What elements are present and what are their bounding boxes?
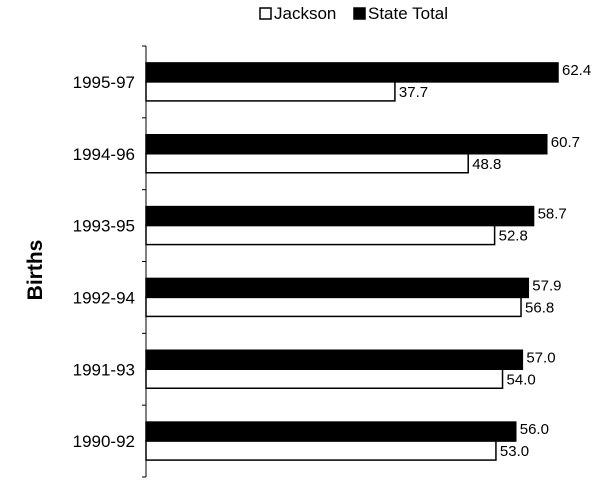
bar-state-total <box>145 134 548 155</box>
data-label-jackson: 54.0 <box>507 371 536 388</box>
bar-state-total <box>145 349 524 370</box>
bar-state-total <box>145 205 535 227</box>
legend-label-jackson: Jackson <box>274 4 336 23</box>
data-label-jackson: 37.7 <box>399 84 428 101</box>
data-label-state-total: 56.0 <box>520 421 549 438</box>
data-label-state-total: 58.7 <box>538 206 567 223</box>
bar-jackson <box>145 224 496 246</box>
category-label: 1992-94 <box>73 288 135 307</box>
data-label-jackson: 48.8 <box>472 156 501 173</box>
category-label: 1990-92 <box>73 432 135 451</box>
y-axis-title: Births <box>24 240 47 301</box>
data-label-jackson: 53.0 <box>500 443 529 460</box>
legend: Jackson State Total <box>259 4 448 23</box>
legend-label-state-total: State Total <box>368 4 448 23</box>
data-label-jackson: 56.8 <box>525 299 554 316</box>
bar-jackson <box>145 81 396 102</box>
bar-jackson <box>145 296 522 318</box>
plot-area: 1995-97 62.4 37.7 1994-96 60.7 48.8 1993-95 58.… <box>73 45 591 478</box>
category-label: 1994-96 <box>73 145 135 164</box>
bar-state-total <box>145 62 559 83</box>
legend-swatch-state-total <box>353 7 366 20</box>
bar-jackson <box>145 368 504 389</box>
data-label-state-total: 60.7 <box>551 134 580 151</box>
category-label: 1991-93 <box>73 360 135 379</box>
category-label: 1993-95 <box>73 217 135 236</box>
bar-state-total <box>145 277 530 299</box>
bar-jackson <box>145 153 469 174</box>
legend-swatch-jackson <box>259 7 272 20</box>
data-label-state-total: 57.9 <box>532 277 561 294</box>
data-label-state-total: 62.4 <box>562 62 591 79</box>
category-label: 1995-97 <box>73 73 135 92</box>
bar-state-total <box>145 421 517 442</box>
bar-jackson <box>145 440 497 461</box>
data-label-state-total: 57.0 <box>526 349 555 366</box>
data-label-jackson: 52.8 <box>499 228 528 245</box>
